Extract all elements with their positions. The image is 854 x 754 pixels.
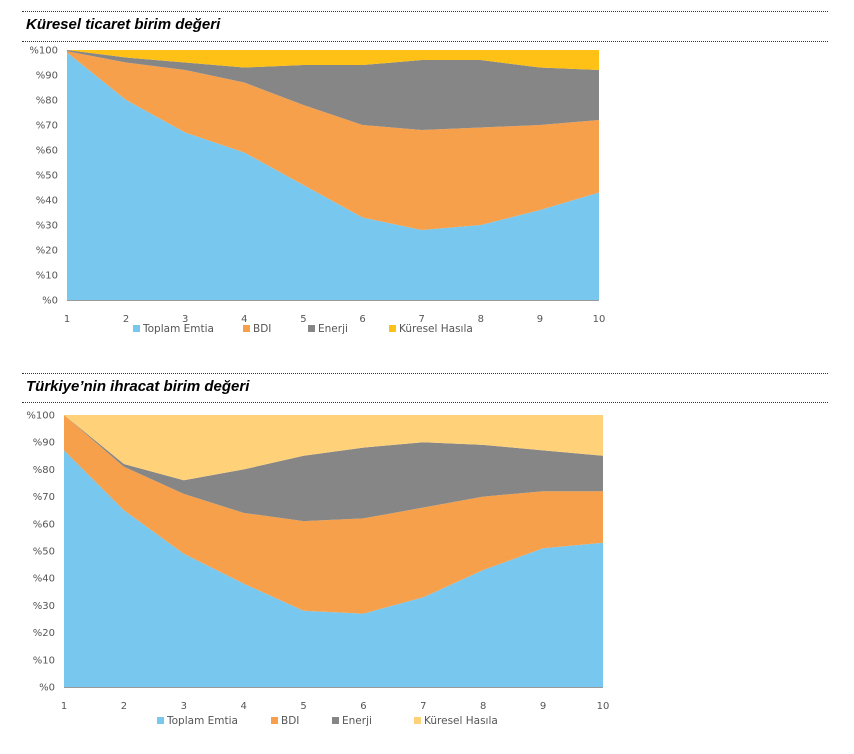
chart1-legend-swatch [243, 325, 250, 332]
chart1-y-tick-label: %60 [36, 146, 58, 157]
chart1-legend-swatch [389, 325, 396, 332]
chart1-legend-label: Enerji [318, 323, 348, 335]
chart1-x-tick-label: 4 [241, 314, 247, 325]
chart1-y-tick-label: %100 [29, 46, 58, 57]
chart1-area-toplam-emtia [67, 52, 599, 300]
chart2-y-tick-label: %70 [33, 492, 55, 503]
chart2-y-tick-label: %0 [39, 683, 55, 694]
chart1-legend-label: BDI [253, 323, 271, 335]
chart1-x-tick-label: 6 [359, 314, 365, 325]
chart1-y-tick-label: %40 [36, 196, 58, 207]
chart1-legend-label: Toplam Emtia [142, 323, 214, 335]
chart-1-title: Küresel ticaret birim değeri [26, 16, 221, 33]
chart1-y-tick-label: %90 [36, 71, 58, 82]
chart1-x-tick-label: 10 [593, 314, 606, 325]
chart2-x-tick-label: 3 [181, 701, 187, 712]
chart2-legend-label: BDI [281, 715, 299, 727]
chart2-x-tick-label: 7 [420, 701, 426, 712]
chart2-y-tick-label: %40 [33, 574, 55, 585]
chart2-area-bdi [64, 415, 603, 614]
chart2-y-tick-label: %50 [33, 547, 55, 558]
chart2-y-tick-label: %90 [33, 438, 55, 449]
chart1-legend-swatch [133, 325, 140, 332]
chart1-area-enerji [67, 50, 599, 130]
chart1-y-tick-label: %0 [42, 296, 58, 307]
chart2-x-tick-label: 9 [540, 701, 546, 712]
chart1-x-tick-label: 1 [64, 314, 70, 325]
chart2-y-tick-label: %80 [33, 465, 55, 476]
chart1-y-tick-label: %80 [36, 96, 58, 107]
chart1-legend-label: Küresel Hasıla [399, 323, 473, 335]
chart1-y-tick-label: %70 [36, 121, 58, 132]
top-divider-1 [22, 11, 828, 12]
chart1-legend-swatch [308, 325, 315, 332]
chart1-x-tick-label: 3 [182, 314, 188, 325]
chart2-legend-swatch [332, 717, 339, 724]
chart1-x-tick-label: 5 [300, 314, 306, 325]
chart2-x-tick-label: 4 [240, 701, 246, 712]
chart2-y-tick-label: %60 [33, 519, 55, 530]
chart2-y-tick-label: %10 [33, 655, 55, 666]
bottom-divider-1 [22, 41, 828, 42]
top-divider-2 [22, 373, 828, 374]
chart2-legend-swatch [271, 717, 278, 724]
chart1-x-tick-label: 9 [537, 314, 543, 325]
chart1-y-tick-label: %10 [36, 271, 58, 282]
chart2-x-tick-label: 1 [61, 701, 67, 712]
chart1-y-tick-label: %30 [36, 221, 58, 232]
chart1-y-tick-label: %50 [36, 171, 58, 182]
chart1-x-tick-label: 8 [478, 314, 484, 325]
chart1-area-küresel-hasıla [67, 50, 599, 70]
chart1-x-tick-label: 2 [123, 314, 129, 325]
chart2-legend-swatch [414, 717, 421, 724]
bottom-divider-2 [22, 402, 828, 403]
chart2-area-küresel-hasıla [64, 415, 603, 481]
chart1-y-tick-label: %20 [36, 246, 58, 257]
chart2-x-tick-label: 2 [121, 701, 127, 712]
chart1-area-bdi [67, 51, 599, 230]
chart2-x-tick-label: 10 [597, 701, 610, 712]
chart2-area-toplam-emtia [64, 450, 603, 687]
chart2-y-tick-label: %20 [33, 628, 55, 639]
chart2-y-tick-label: %100 [26, 411, 55, 422]
chart-2-title: Türkiye’nin ihracat birim değeri [26, 378, 250, 395]
chart2-legend-label: Küresel Hasıla [424, 715, 498, 727]
chart2-legend-swatch [157, 717, 164, 724]
chart2-legend-label: Enerji [342, 715, 372, 727]
chart2-x-tick-label: 8 [480, 701, 486, 712]
chart2-y-tick-label: %30 [33, 601, 55, 612]
chart2-area-enerji [64, 415, 603, 522]
chart2-x-tick-label: 6 [360, 701, 366, 712]
chart2-x-tick-label: 5 [300, 701, 306, 712]
chart1-x-tick-label: 7 [418, 314, 424, 325]
chart2-legend-label: Toplam Emtia [166, 715, 238, 727]
